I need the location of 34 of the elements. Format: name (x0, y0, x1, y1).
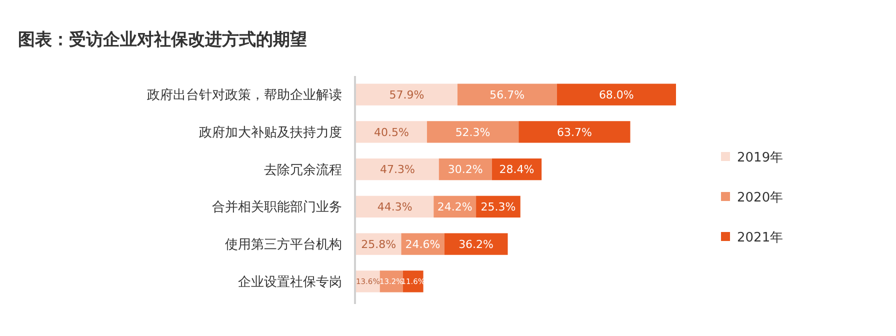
data-label: 63.7% (556, 126, 592, 139)
data-label: 36.2% (458, 238, 494, 251)
y-tick-label: 合并相关职能部门业务 (212, 199, 342, 216)
bar (518, 121, 630, 143)
bar (356, 121, 427, 143)
data-label: 57.9% (389, 88, 424, 102)
y-tick-label: 使用第三方平台机构 (225, 236, 342, 253)
bar (457, 84, 557, 106)
bar (356, 84, 458, 106)
y-tick-label: 政府加大补贴及扶持力度 (199, 124, 342, 140)
bar (356, 158, 439, 180)
y-tick-label: 政府出台针对政策，帮助企业解读 (147, 87, 342, 104)
data-label: 68.0% (598, 88, 634, 102)
y-tick-label: 企业设置社保专岗 (238, 274, 342, 290)
data-label: 25.3% (480, 200, 516, 214)
data-label: 40.5% (374, 126, 409, 139)
legend-label: 2020年 (737, 190, 784, 206)
bar (556, 84, 676, 106)
data-label: 30.2% (448, 163, 483, 176)
data-label: 28.4% (499, 163, 534, 176)
legend-label: 2021年 (737, 230, 784, 246)
data-label: 44.3% (377, 200, 412, 214)
data-label: 25.8% (361, 238, 396, 251)
data-label: 52.3% (455, 126, 490, 139)
data-label: 24.2% (437, 200, 472, 214)
y-tick-label: 去除冗余流程 (264, 162, 342, 178)
data-label: 24.6% (405, 238, 440, 251)
bar (426, 121, 519, 143)
bar (444, 233, 508, 255)
text: 图表：受访企业对社保改进方式的期望 (18, 30, 307, 50)
legend-label: 2019年 (737, 150, 784, 166)
data-label: 56.7% (490, 88, 525, 102)
bar (356, 196, 434, 218)
data-label: 47.3% (380, 163, 415, 176)
